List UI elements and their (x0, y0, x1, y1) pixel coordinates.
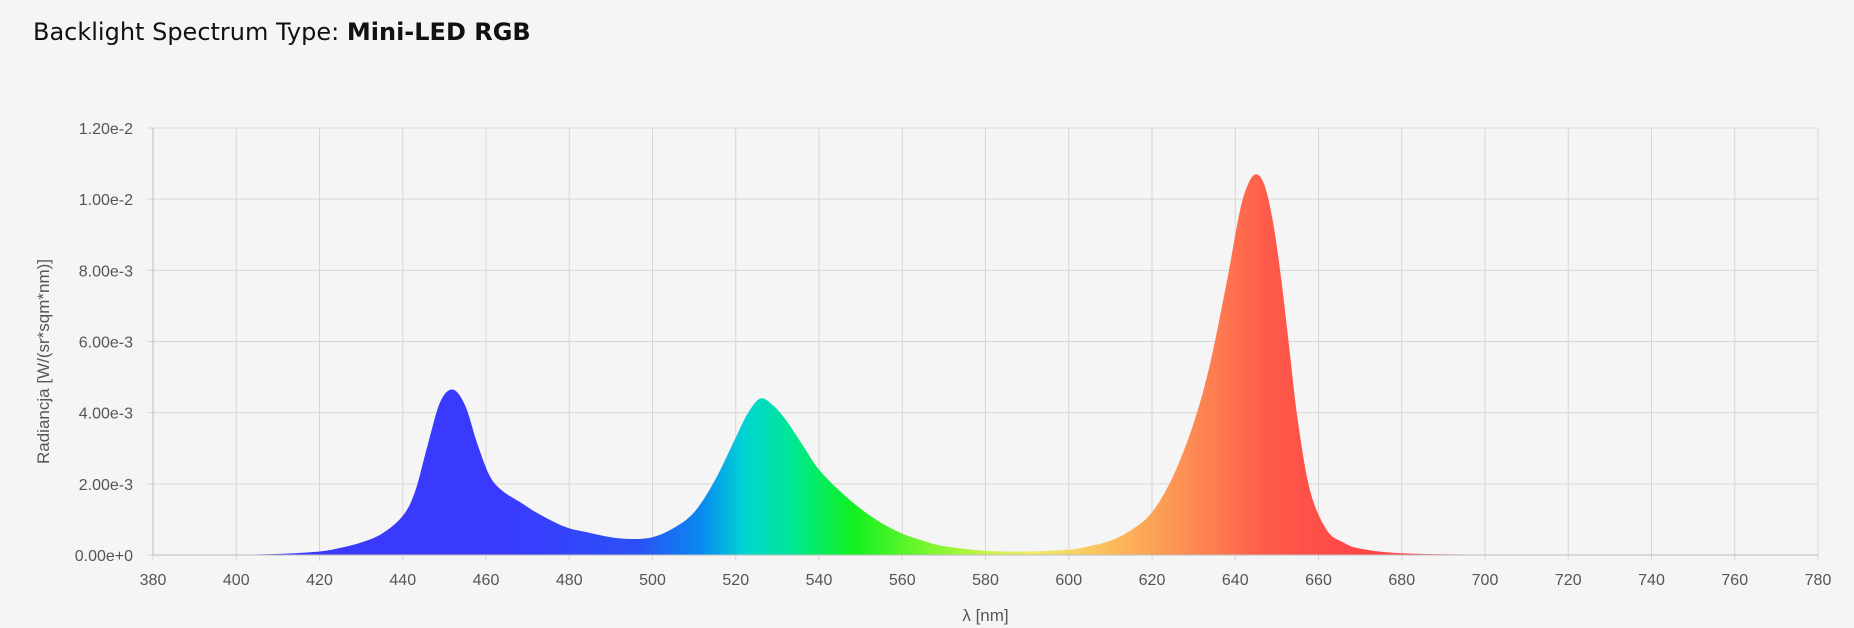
x-tick-label: 500 (639, 572, 666, 589)
x-axis-label: λ [nm] (962, 606, 1008, 625)
x-tick-label: 480 (556, 572, 583, 589)
y-tick-label: 1.20e-2 (79, 121, 133, 138)
x-tick-label: 740 (1638, 572, 1665, 589)
x-tick-label: 400 (223, 572, 250, 589)
x-tick-label: 540 (806, 572, 833, 589)
x-tick-label: 760 (1721, 572, 1748, 589)
y-tick-label: 1.00e-2 (79, 192, 133, 209)
y-axis-label: Radiancja [W/(sr*sqm*nm)] (34, 259, 53, 464)
x-tick-label: 580 (972, 572, 999, 589)
spectrum-chart-svg: 380 400 420 440 460 480 500 520 540 560 580 600 620 6… (34, 121, 1832, 625)
x-tick-label: 780 (1805, 572, 1832, 589)
x-tick-label: 720 (1555, 572, 1582, 589)
x-tick-label: 660 (1305, 572, 1332, 589)
x-tick-label: 640 (1222, 572, 1249, 589)
x-tick-label: 560 (889, 572, 916, 589)
x-tick-label: 680 (1388, 572, 1415, 589)
y-tick-label: 4.00e-3 (79, 406, 133, 423)
y-tick-label: 0.00e+0 (75, 548, 133, 565)
x-tick-label: 420 (306, 572, 333, 589)
x-tick-label: 700 (1472, 572, 1499, 589)
chart-grid (147, 127, 1819, 561)
x-tick-label: 460 (473, 572, 500, 589)
spectrum-type-value: Mini-LED RGB (346, 18, 531, 46)
x-tick-label: 520 (722, 572, 749, 589)
spectrum-type-label: Backlight Spectrum Type: (33, 18, 340, 46)
y-tick-label: 6.00e-3 (79, 335, 133, 352)
chart-axes: 380 400 420 440 460 480 500 520 540 560 580 600 620 6… (75, 121, 1832, 589)
spectrum-chart: 380 400 420 440 460 480 500 520 540 560 580 600 620 6… (0, 100, 1854, 628)
y-tick-label: 8.00e-3 (79, 263, 133, 280)
y-tick-label: 2.00e-3 (79, 477, 133, 494)
spectrum-type-heading: Backlight Spectrum Type: Mini-LED RGB (33, 18, 531, 46)
x-tick-label: 380 (140, 572, 167, 589)
x-tick-label: 600 (1055, 572, 1082, 589)
x-tick-label: 440 (389, 572, 416, 589)
x-tick-label: 620 (1139, 572, 1166, 589)
